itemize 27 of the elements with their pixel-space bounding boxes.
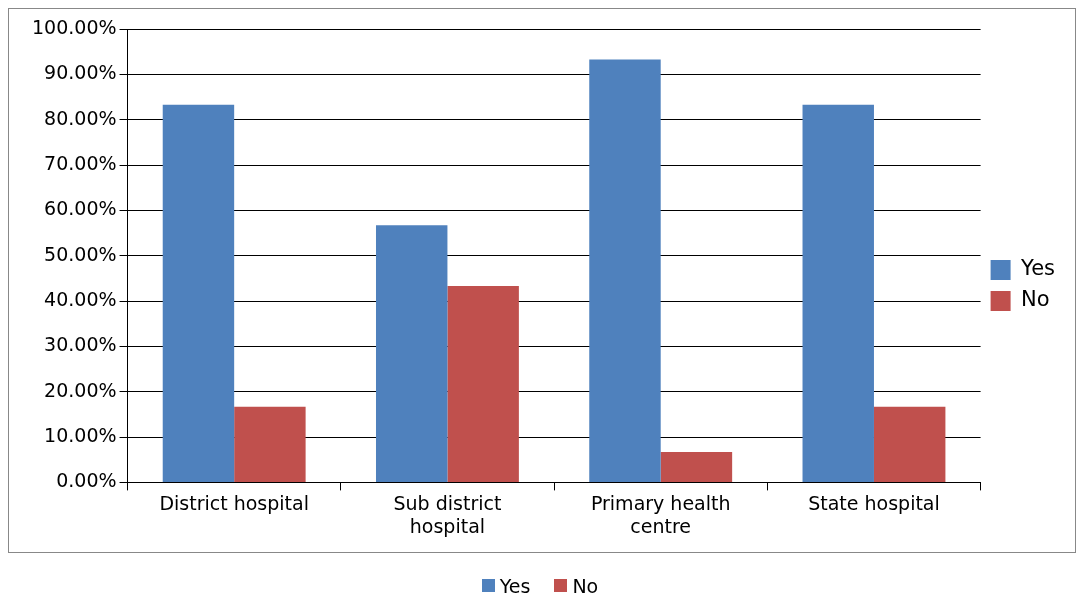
text: No (572, 574, 599, 597)
y-tick-label: 90.00% (44, 61, 117, 84)
legend-label: Yes (498, 574, 531, 597)
x-tick-label: Sub district hospital (393, 491, 502, 537)
x-tick-label: State hospital (808, 491, 940, 514)
y-tick-label: 70.00% (44, 151, 117, 174)
x-tick-label: Primary health centre (590, 491, 731, 537)
text: Yes (1021, 256, 1056, 281)
y-tick-label: 40.00% (44, 287, 117, 310)
x-tick-label: District hospital (159, 491, 309, 514)
y-tick-label: 60.00% (44, 197, 117, 220)
y-tick-label: 30.00% (44, 333, 117, 356)
y-tick-label: 50.00% (44, 242, 117, 265)
y-tick-label: 20.00% (44, 378, 117, 401)
bar (873, 406, 946, 482)
bar (660, 452, 733, 482)
y-tick-label: 0.00% (56, 469, 117, 492)
y-tick-label: 100.00% (31, 15, 117, 38)
y-tick-label: 10.00% (44, 424, 117, 446)
bar (802, 104, 874, 482)
bar (234, 406, 306, 482)
bar (162, 104, 235, 482)
bar (589, 59, 661, 482)
bar (375, 225, 448, 482)
legend-label: No (1021, 287, 1050, 312)
y-tick-label: 80.00% (44, 106, 117, 129)
bar (447, 286, 519, 482)
